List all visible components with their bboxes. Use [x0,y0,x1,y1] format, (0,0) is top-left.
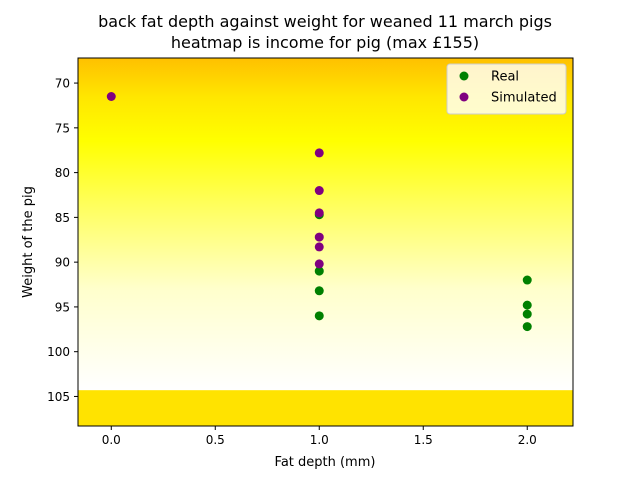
x-axis-label: Fat depth (mm) [275,455,376,470]
data-point [314,148,324,158]
y-tick-label: 80 [55,166,70,180]
chart-title: back fat depth against weight for weaned… [98,12,552,31]
data-point [522,275,532,285]
legend-box [446,63,567,115]
y-tick-label: 75 [55,121,70,135]
data-point [314,232,324,242]
y-tick-label: 85 [55,211,70,225]
y-tick-label: 100 [47,345,70,359]
x-tick-label: 0.0 [102,433,121,447]
legend-marker [459,71,469,81]
data-point [314,311,324,321]
data-point [522,300,532,310]
y-tick-label: 95 [55,300,70,314]
plot-frame [77,57,574,427]
y-axis-label: Weight of the pig [21,186,36,298]
legend-label: Simulated [491,91,557,106]
x-tick-label: 0.5 [206,433,225,447]
data-point [314,286,324,296]
y-axis-ticks: 70 75 80 85 90 95 100 105 [47,77,78,404]
x-tick-label: 2.0 [518,433,537,447]
legend: Real Simulated [446,63,567,115]
heatmap-bottom-band [78,390,573,426]
data-point [314,266,324,276]
data-point [106,92,116,102]
data-point [314,186,324,196]
data-point [522,309,532,319]
data-point [314,259,324,269]
chart-subtitle: heatmap is income for pig (max £155) [171,33,479,52]
y-tick-label: 70 [55,77,70,91]
legend-marker [459,92,469,102]
data-point [314,208,324,218]
x-tick-label: 1.0 [310,433,329,447]
data-point [522,322,532,332]
data-point [314,242,324,252]
x-axis-ticks: 0.0 0.5 1.0 1.5 2.0 [102,426,537,447]
x-tick-label: 1.5 [414,433,433,447]
y-tick-label: 105 [47,390,70,404]
series-real [314,210,532,332]
y-tick-label: 90 [55,256,70,270]
series-simulated [106,92,324,269]
legend-label: Real [491,70,519,85]
